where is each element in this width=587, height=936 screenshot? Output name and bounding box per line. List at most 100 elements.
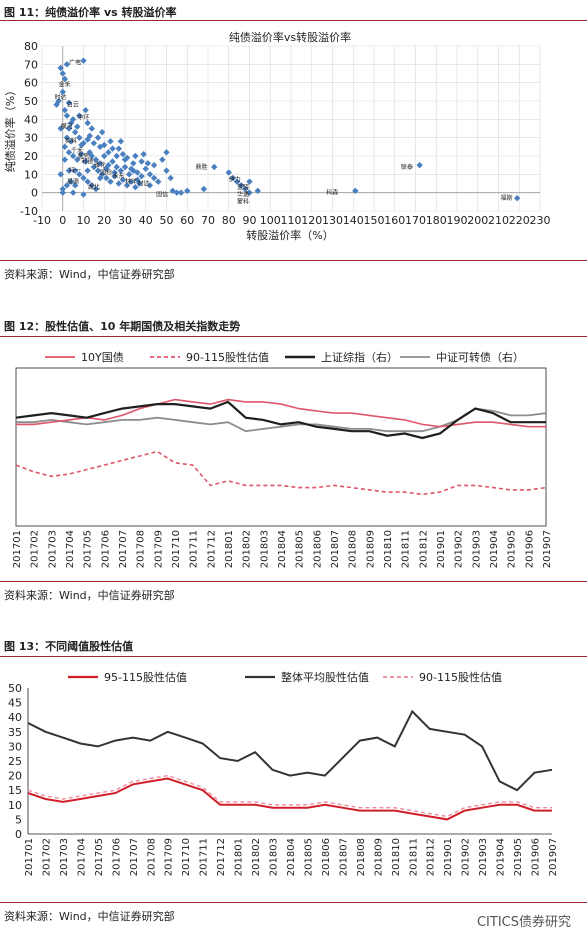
y-tick-label: 30 xyxy=(8,740,22,753)
y-tick-label: 0 xyxy=(15,828,22,841)
scatter-point xyxy=(72,128,79,136)
scatter-point xyxy=(59,185,66,193)
y-tick-label: 40 xyxy=(8,711,22,724)
y-tick-label: 35 xyxy=(8,726,22,739)
x-tick-label: 201905 xyxy=(513,838,524,876)
point-annotation: 联泰 xyxy=(401,163,413,171)
x-tick-label: 180 xyxy=(426,214,447,227)
scatter-point xyxy=(200,185,208,193)
x-tick-label: 201906 xyxy=(524,530,535,568)
scatter-point xyxy=(111,172,118,180)
scatter-point xyxy=(84,178,91,185)
scatter-point xyxy=(132,183,139,191)
legend-95-115-label: 95-115股性估值 xyxy=(104,670,187,684)
scatter-point xyxy=(125,171,133,178)
x-tick-label: 201809 xyxy=(365,530,376,568)
y-tick-label: 10 xyxy=(8,799,22,812)
figure-13-source: 资料来源：Wind，中信证券研究部 xyxy=(4,910,175,923)
scatter-point xyxy=(96,143,104,151)
scatter-point xyxy=(67,138,75,145)
scatter-point xyxy=(111,169,118,176)
scatter-point xyxy=(76,112,83,119)
x-tick-label: 201704 xyxy=(76,838,87,876)
point-annotation: 蓝晓 xyxy=(237,183,249,191)
scatter-point xyxy=(63,61,71,68)
x-tick-label: 201804 xyxy=(286,838,297,876)
scatter-point xyxy=(61,143,69,151)
scatter-point xyxy=(74,156,81,163)
point-annotation: 广电 xyxy=(69,58,81,66)
scatter-point xyxy=(134,169,141,176)
x-tick-label: 201701 xyxy=(12,530,23,568)
scatter-point xyxy=(59,189,66,196)
y-tick-label: 80 xyxy=(24,40,38,53)
figure-12-bottom-rule xyxy=(0,581,587,582)
scatter-point xyxy=(113,163,120,171)
y-tick-label: 30 xyxy=(24,132,38,145)
scatter-point xyxy=(80,139,87,147)
scatter-point xyxy=(59,70,66,77)
scatter-point xyxy=(80,174,87,182)
series-line-overall xyxy=(27,709,553,792)
scatter-point xyxy=(103,174,110,182)
series-line-3 xyxy=(16,407,547,433)
figure-11-scatter-chart: -10 0 10 20 30 40 50 60 70 80 -10 0 10 20 30 40 50 60 70 80… xyxy=(3,30,551,242)
x-tick-label: 201708 xyxy=(146,838,157,876)
point-annotation: 特一 xyxy=(69,167,81,175)
scatter-point xyxy=(225,169,232,176)
series-line-90-115 xyxy=(27,774,552,818)
x-tick-label: 30 xyxy=(118,214,132,227)
x-tick-label: 201805 xyxy=(295,530,306,568)
x-tick-label: 201707 xyxy=(129,838,140,876)
point-annotation: 国信 xyxy=(156,190,168,198)
scatter-point xyxy=(88,182,95,189)
scatter-point xyxy=(63,134,71,141)
scatter-point xyxy=(74,123,81,130)
x-tick-label: 20 xyxy=(97,214,111,227)
x-tick-label: 140 xyxy=(343,214,364,227)
scatter-point xyxy=(63,182,71,189)
point-annotation: 金禾 xyxy=(59,80,71,88)
point-annotation: 时达 xyxy=(54,93,66,101)
scatter-point xyxy=(115,145,122,152)
scatter-point xyxy=(123,154,131,162)
x-tick-label: 201702 xyxy=(41,838,52,876)
x-tick-label: 201703 xyxy=(47,530,58,568)
figure-12-top-rule xyxy=(0,336,587,337)
scatter-point xyxy=(138,158,145,165)
scatter-point xyxy=(119,176,127,184)
x-tick-label: 201906 xyxy=(531,838,542,876)
x-tick-label: 201901 xyxy=(443,838,454,876)
x-tick-label: 201702 xyxy=(30,530,41,568)
scatter-point xyxy=(146,182,154,189)
scatter-point xyxy=(121,163,129,171)
scatter-point xyxy=(101,152,108,160)
x-tick-label: 60 xyxy=(180,214,194,227)
x-tick-label: 201802 xyxy=(251,838,262,876)
scatter-point xyxy=(98,171,106,178)
scatter-point xyxy=(109,158,116,165)
x-tick-label: 100 xyxy=(260,214,281,227)
scatter-point xyxy=(159,156,166,163)
scatter-point xyxy=(150,161,158,169)
x-tick-label: -10 xyxy=(33,214,51,227)
x-tick-label: 80 xyxy=(222,214,236,227)
x-tick-label: 201709 xyxy=(164,838,175,876)
scatter-point xyxy=(167,174,174,182)
y-tick-label: 25 xyxy=(8,755,22,768)
scatter-point xyxy=(84,119,91,127)
scatter-point xyxy=(238,182,245,189)
x-tick-label: 201904 xyxy=(489,530,500,568)
y-tick-label: 50 xyxy=(24,95,38,108)
point-annotation: 千禾 xyxy=(71,146,83,154)
figure-11-source: 资料来源：Wind，中信证券研究部 xyxy=(4,268,175,281)
x-tick-label: 201804 xyxy=(277,530,288,568)
scatter-point xyxy=(163,167,170,174)
x-tick-label: 50 xyxy=(160,214,174,227)
x-tick-label: 201808 xyxy=(348,530,359,568)
scatter-point xyxy=(184,187,191,195)
y-tick-label: 45 xyxy=(8,697,22,710)
x-tick-label: 10 xyxy=(77,214,91,227)
scatter-point xyxy=(80,191,87,198)
scatter-point xyxy=(163,149,170,156)
